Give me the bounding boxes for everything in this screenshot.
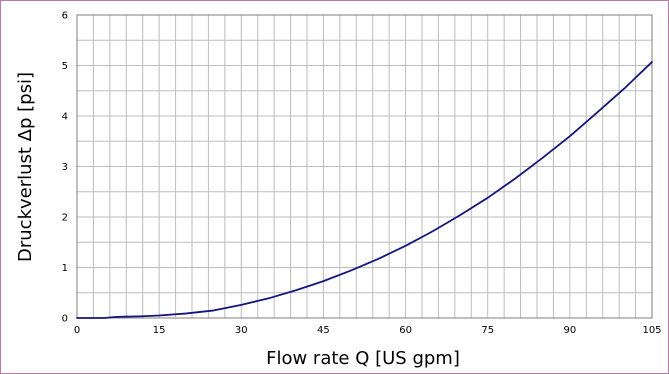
y-tick-label: 3 <box>62 162 68 173</box>
y-tick-label: 6 <box>62 11 68 22</box>
axes <box>76 14 653 319</box>
series-line <box>76 61 653 319</box>
x-tick-label: 105 <box>642 325 661 336</box>
y-axis-label: Druckverlust Δp [psi] <box>15 72 36 262</box>
plot-border <box>76 14 653 319</box>
x-axis-label: Flow rate Q [US gpm] <box>266 348 460 369</box>
y-tick-label: 1 <box>62 263 68 274</box>
x-tick-label: 90 <box>563 325 576 336</box>
y-tick-label: 5 <box>62 61 68 72</box>
x-tick-label: 30 <box>235 325 248 336</box>
grid <box>76 14 653 319</box>
y-tick-label: 4 <box>62 112 68 123</box>
y-tick-label: 2 <box>62 213 68 224</box>
series-layer <box>76 61 653 319</box>
x-tick-label: 15 <box>153 325 166 336</box>
y-tick-label: 0 <box>62 314 68 325</box>
x-tick-label: 75 <box>481 325 494 336</box>
x-tick-label: 0 <box>74 325 80 336</box>
x-tick-label: 60 <box>399 325 412 336</box>
x-tick-label: 45 <box>317 325 330 336</box>
